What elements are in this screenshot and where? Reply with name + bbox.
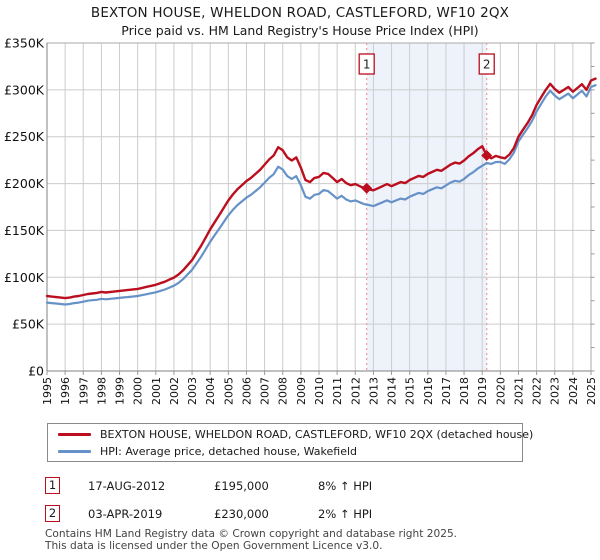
x-tick-label: 2007 <box>259 377 272 405</box>
hpi-line-swatch <box>58 449 91 453</box>
x-tick-label: 2016 <box>422 377 435 405</box>
x-tick-label: 2005 <box>222 377 235 405</box>
x-tick-label: 2012 <box>349 377 362 405</box>
sale-1-chart-badge <box>358 53 375 75</box>
x-tick-label: 2024 <box>567 377 580 405</box>
x-tick-label: 1995 <box>41 377 54 405</box>
sale-2-chart-badge <box>478 53 495 75</box>
x-tick-label: 2001 <box>150 377 163 405</box>
x-tick-label: 2025 <box>585 377 598 405</box>
hpi-line <box>45 84 597 306</box>
x-tick-label: 2004 <box>204 377 217 405</box>
sale-1-marker-diamond <box>361 182 373 194</box>
x-tick-label: 1998 <box>95 377 108 405</box>
x-tick-label: 2011 <box>331 377 344 405</box>
sale-2-number-badge: 2 <box>45 505 60 522</box>
x-tick-label: 1999 <box>114 377 127 405</box>
footer-line-2: This data is licensed under the Open Gov… <box>45 539 383 552</box>
sale-1-hpi-delta: 8% ↑ HPI <box>318 479 373 493</box>
x-tick-label: 2021 <box>512 377 525 405</box>
y-tick-label: £350K <box>4 36 45 51</box>
legend-label-hpi: HPI: Average price, detached house, Wake… <box>100 444 358 458</box>
sale-2-chart-badge-label: 2 <box>483 58 491 72</box>
y-tick-label: £300K <box>4 82 45 97</box>
sale-2-marker-diamond <box>481 149 493 161</box>
y-tick-label: £0 <box>28 364 44 379</box>
x-tick-label: 2014 <box>386 377 399 405</box>
x-tick-label: 2019 <box>476 377 489 405</box>
x-tick-label: 2023 <box>549 377 562 405</box>
x-tick-label: 2008 <box>277 377 290 405</box>
sale-1-number-badge: 1 <box>45 477 60 494</box>
x-tick-label: 2009 <box>295 377 308 405</box>
x-tick-label: 2000 <box>132 377 145 405</box>
y-tick-label: £100K <box>4 270 45 285</box>
x-tick-label: 2013 <box>367 377 380 405</box>
x-tick-label: 2018 <box>458 377 471 405</box>
sale-1-date: 17-AUG-2012 <box>88 479 166 493</box>
legend-label-price: BEXTON HOUSE, WHELDON ROAD, CASTLEFORD, … <box>100 427 534 441</box>
sale-annotation-2: 2 03-APR-2019 £230,000 2% ↑ HPI <box>0 505 600 523</box>
x-tick-label: 2003 <box>186 377 199 405</box>
legend-item-price: BEXTON HOUSE, WHELDON ROAD, CASTLEFORD, … <box>58 427 533 441</box>
x-tick-label: 2006 <box>240 377 253 405</box>
page-subtitle: Price paid vs. HM Land Registry's House … <box>121 23 479 38</box>
x-tick-label: 2022 <box>531 377 544 405</box>
price-paid-line <box>45 77 597 300</box>
y-tick-label: £250K <box>4 129 45 144</box>
license-footer: Contains HM Land Registry data © Crown c… <box>45 528 595 552</box>
x-tick-label: 2020 <box>494 377 507 405</box>
sale-2-hpi-delta: 2% ↑ HPI <box>318 507 373 521</box>
x-tick-label: 2010 <box>313 377 326 405</box>
sale-1-price: £195,000 <box>214 479 269 493</box>
y-tick-label: £150K <box>4 223 45 238</box>
price-history-chart: 1 2 £0 £50K £100K £150K £200K £250K £300K £350K 19… <box>4 36 598 406</box>
x-tick-label: 1996 <box>59 377 72 405</box>
y-tick-label: £200K <box>4 176 45 191</box>
sale-1-chart-badge-label: 1 <box>363 58 371 72</box>
x-tick-label: 2015 <box>404 377 417 405</box>
sale-2-price: £230,000 <box>214 507 269 521</box>
x-tick-label: 1997 <box>77 377 90 405</box>
sale-2-date: 03-APR-2019 <box>88 507 163 521</box>
chart-legend: BEXTON HOUSE, WHELDON ROAD, CASTLEFORD, … <box>47 423 533 462</box>
between-sales-shading <box>366 43 487 371</box>
x-tick-label: 2002 <box>168 377 181 405</box>
footer-line-1: Contains HM Land Registry data © Crown c… <box>45 528 458 540</box>
legend-item-hpi: HPI: Average price, detached house, Wake… <box>58 444 522 458</box>
page-title: BEXTON HOUSE, WHELDON ROAD, CASTLEFORD, … <box>90 5 510 21</box>
sale-annotation-1: 1 17-AUG-2012 £195,000 8% ↑ HPI <box>0 477 600 495</box>
price-line-swatch <box>58 432 91 436</box>
y-tick-label: £50K <box>12 317 45 332</box>
x-tick-label: 2017 <box>440 377 453 405</box>
